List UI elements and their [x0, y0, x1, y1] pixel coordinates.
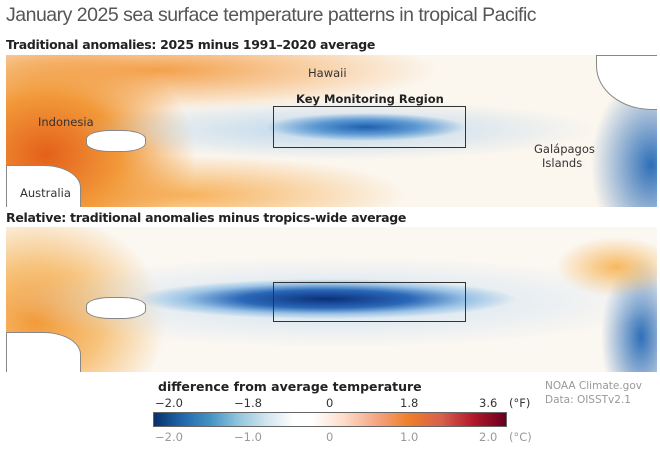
f-tick: 0: [326, 396, 334, 410]
australia-landmass: [6, 165, 81, 207]
figure-title: January 2025 sea surface temperature pat…: [6, 4, 537, 26]
f-tick: 3.6: [479, 396, 498, 410]
c-unit: (°C): [509, 430, 532, 444]
key-monitoring-region-box: [273, 106, 466, 148]
central-america-landmass: [596, 55, 657, 110]
credit-source: NOAA Climate.gov: [545, 380, 642, 392]
c-tick: 1.0: [400, 430, 419, 444]
f-tick: −1.8: [234, 396, 262, 410]
map-traditional-anomalies: Hawaii Key Monitoring Region Indonesia G…: [6, 55, 657, 207]
f-tick: 1.8: [400, 396, 419, 410]
colorbar: [153, 412, 507, 427]
label-australia: Australia: [20, 186, 71, 200]
f-unit: (°F): [509, 396, 531, 410]
c-tick: 2.0: [479, 430, 498, 444]
map-relative-anomalies: [6, 227, 657, 372]
key-monitoring-region-box: [273, 282, 466, 322]
c-tick: 0: [326, 430, 334, 444]
label-hawaii: Hawaii: [308, 66, 347, 80]
australia-landmass: [6, 332, 81, 372]
new-guinea-landmass: [86, 297, 146, 319]
c-tick: −2.0: [155, 430, 183, 444]
colorbar-title: difference from average temperature: [158, 379, 422, 394]
label-galapagos-2: Islands: [542, 156, 583, 170]
c-tick: −1.0: [234, 430, 262, 444]
label-indonesia: Indonesia: [38, 115, 94, 129]
label-key-region: Key Monitoring Region: [296, 92, 444, 106]
panel2-subtitle: Relative: traditional anomalies minus tr…: [6, 210, 407, 225]
f-tick: −2.0: [155, 396, 183, 410]
new-guinea-landmass: [86, 130, 146, 152]
panel1-subtitle: Traditional anomalies: 2025 minus 1991–2…: [6, 37, 376, 52]
credit-data: Data: OISSTv2.1: [545, 394, 631, 406]
label-galapagos-1: Galápagos: [534, 142, 595, 156]
